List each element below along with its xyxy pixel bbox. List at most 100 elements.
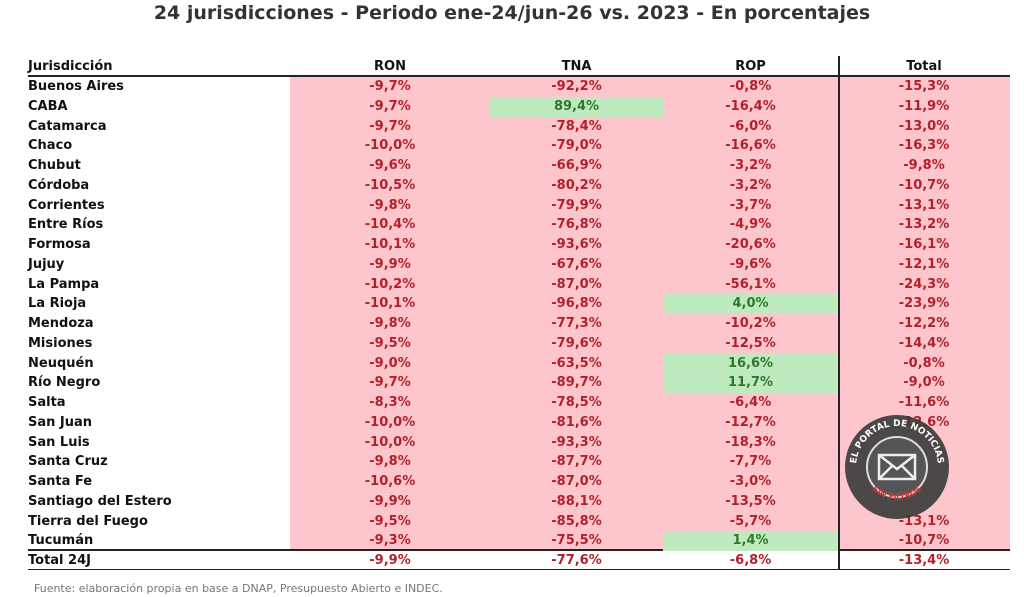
cell: -10,2% bbox=[364, 276, 416, 292]
cell: -23,9% bbox=[898, 296, 950, 312]
total-cell: -6,8% bbox=[729, 553, 772, 568]
total-label: Total 24J bbox=[28, 553, 91, 568]
cell: -0,8% bbox=[729, 79, 772, 94]
row-label: Salta bbox=[28, 395, 66, 410]
row-label: Chaco bbox=[28, 138, 73, 154]
positive-highlight bbox=[663, 531, 838, 551]
cell: 4,0% bbox=[732, 296, 769, 312]
cell: -75,5% bbox=[551, 533, 602, 549]
title: 24 jurisdicciones - Periodo ene-24/jun-2… bbox=[153, 2, 871, 24]
row-label: Santiago del Estero bbox=[28, 493, 172, 509]
column-header: Total bbox=[906, 59, 942, 74]
row-label: Río Negro bbox=[28, 375, 101, 391]
cell: -3,7% bbox=[729, 197, 772, 213]
cell: -56,1% bbox=[725, 276, 776, 292]
cell: -10,1% bbox=[364, 237, 416, 252]
cell: -4,9% bbox=[729, 217, 772, 233]
cell: -79,9% bbox=[551, 197, 602, 213]
cell: -87,0% bbox=[551, 276, 602, 292]
cell: -3,2% bbox=[729, 177, 772, 193]
cell: -78,5% bbox=[551, 395, 602, 410]
row-label: San Luis bbox=[28, 434, 90, 450]
cell: -11,6% bbox=[898, 395, 950, 410]
header-rule bbox=[28, 75, 1010, 77]
cell: -87,7% bbox=[551, 454, 602, 470]
cell: -79,0% bbox=[551, 138, 602, 154]
cell: -80,2% bbox=[551, 177, 602, 193]
cell: -10,0% bbox=[364, 414, 416, 430]
cell: -3,0% bbox=[729, 474, 772, 489]
cell: -96,8% bbox=[551, 296, 602, 312]
cell: -12,5% bbox=[725, 335, 776, 351]
row-label: CABA bbox=[28, 98, 68, 114]
cell: -79,6% bbox=[551, 335, 602, 351]
cell: -9,3% bbox=[369, 533, 411, 549]
cell: -10,5% bbox=[364, 177, 416, 193]
row-label: Santa Cruz bbox=[28, 454, 108, 470]
row-label: Buenos Aires bbox=[28, 79, 124, 94]
row-label: La Rioja bbox=[28, 296, 87, 312]
cell: -89,7% bbox=[551, 375, 602, 391]
cell: -18,3% bbox=[725, 434, 776, 450]
cell: -13,1% bbox=[898, 197, 950, 213]
cell: -13,5% bbox=[725, 493, 776, 509]
cell: -10,2% bbox=[725, 316, 776, 331]
cell: -92,2% bbox=[551, 79, 602, 94]
row-label: Entre Ríos bbox=[28, 217, 104, 233]
watermark: EL PORTAL DE NOTICIAS SIN FILTROS bbox=[845, 415, 949, 519]
row-label: Formosa bbox=[28, 237, 91, 252]
cell: -0,8% bbox=[903, 355, 945, 371]
cell: -14,4% bbox=[898, 335, 950, 351]
cell: -76,8% bbox=[551, 217, 602, 233]
cell: -9,7% bbox=[369, 98, 411, 114]
cell: -16,1% bbox=[898, 237, 950, 252]
cell: -10,6% bbox=[364, 474, 416, 489]
cell: -9,6% bbox=[369, 158, 411, 173]
cell: 16,6% bbox=[727, 355, 774, 371]
cell: -88,1% bbox=[551, 493, 602, 509]
cell: -9,8% bbox=[369, 316, 411, 331]
cell: -9,6% bbox=[729, 256, 772, 272]
positive-highlight bbox=[663, 373, 838, 393]
cell: -12,2% bbox=[898, 316, 950, 331]
cell: -85,8% bbox=[551, 513, 602, 529]
cell: -9,8% bbox=[369, 454, 411, 470]
cell: -9,9% bbox=[369, 256, 411, 272]
cell: -93,6% bbox=[551, 237, 602, 252]
cell: -24,3% bbox=[898, 276, 950, 292]
cell: -9,7% bbox=[369, 375, 411, 391]
cell: -10,1% bbox=[364, 296, 416, 312]
row-label: Santa Fe bbox=[28, 474, 93, 489]
row-label: La Pampa bbox=[28, 276, 100, 292]
cell: -13,0% bbox=[898, 118, 950, 134]
positive-highlight bbox=[663, 353, 838, 374]
cell: -5,7% bbox=[729, 513, 772, 529]
cell: -9,9% bbox=[369, 493, 411, 509]
column-header: RON bbox=[374, 59, 406, 74]
cell: 11,7% bbox=[727, 375, 774, 391]
cell: -6,4% bbox=[729, 395, 772, 410]
cell: -10,4% bbox=[364, 217, 416, 233]
cell: -8,3% bbox=[369, 395, 411, 410]
row-label: Catamarca bbox=[28, 118, 107, 134]
cell: -9,8% bbox=[369, 197, 411, 213]
row-label: Neuquén bbox=[28, 355, 94, 371]
cell: -10,0% bbox=[364, 434, 416, 450]
total-rule-bottom bbox=[28, 569, 1010, 570]
positive-highlight bbox=[490, 96, 663, 117]
row-label: Misiones bbox=[28, 335, 93, 351]
cell: -9,7% bbox=[369, 118, 411, 134]
cell: 1,4% bbox=[732, 533, 769, 549]
total-cell: -13,4% bbox=[898, 553, 950, 568]
row-label: Corrientes bbox=[28, 197, 105, 213]
cell: -16,4% bbox=[725, 98, 776, 114]
cell: 89,4% bbox=[553, 98, 600, 114]
cell: -9,5% bbox=[369, 513, 411, 529]
cell: -6,0% bbox=[729, 118, 772, 134]
column-header: ROP bbox=[735, 59, 766, 74]
column-divider bbox=[838, 56, 840, 570]
cell: -10,7% bbox=[898, 533, 950, 549]
cell: -3,2% bbox=[729, 158, 772, 173]
cell: -78,4% bbox=[551, 118, 602, 134]
